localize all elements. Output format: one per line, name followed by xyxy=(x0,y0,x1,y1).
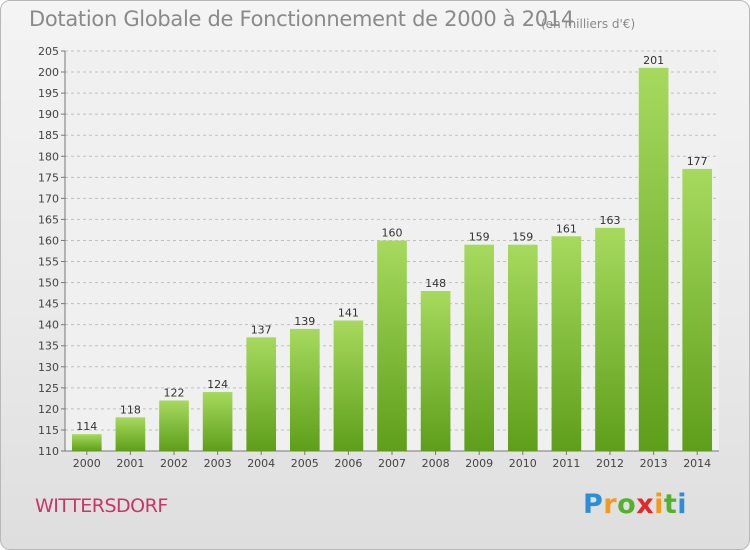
bar xyxy=(159,400,189,451)
proxiti-logo: Proxiti xyxy=(583,489,687,520)
bar-value-label: 161 xyxy=(556,222,577,235)
y-tick-label: 195 xyxy=(38,87,59,100)
chart-title: Dotation Globale de Fonctionnement de 20… xyxy=(29,7,574,31)
x-tick-label: 2011 xyxy=(552,457,580,470)
bar xyxy=(202,392,233,451)
x-tick-label: 2009 xyxy=(465,457,493,470)
y-tick-label: 200 xyxy=(38,66,59,79)
x-tick-label: 2004 xyxy=(247,457,275,470)
x-tick-label: 2002 xyxy=(160,457,188,470)
y-tick-label: 185 xyxy=(38,129,59,142)
x-tick-label: 2013 xyxy=(640,457,668,470)
bar-value-label: 139 xyxy=(294,315,315,328)
bar xyxy=(246,337,277,451)
y-tick-label: 180 xyxy=(38,150,59,163)
y-tick-label: 140 xyxy=(38,319,59,332)
bar-value-label: 114 xyxy=(76,420,97,433)
y-tick-label: 165 xyxy=(38,213,59,226)
bar xyxy=(464,244,495,451)
bar-value-label: 201 xyxy=(643,54,664,67)
commune-name: WITTERSDORF xyxy=(35,495,168,517)
x-tick-label: 2001 xyxy=(116,457,144,470)
y-tick-label: 135 xyxy=(38,340,59,353)
bar xyxy=(333,320,364,451)
bar-value-label: 159 xyxy=(469,231,490,244)
y-tick-label: 150 xyxy=(38,277,59,290)
logo-letter: r xyxy=(603,489,618,520)
logo-letter: x xyxy=(636,489,655,520)
y-tick-label: 120 xyxy=(38,403,59,416)
bar xyxy=(638,67,669,451)
y-tick-label: 155 xyxy=(38,256,59,269)
logo-letter: i xyxy=(677,489,688,520)
y-tick-label: 145 xyxy=(38,298,59,311)
bar-value-label: 177 xyxy=(687,155,708,168)
x-tick-label: 2007 xyxy=(378,457,406,470)
bar-value-label: 148 xyxy=(425,277,446,290)
x-tick-label: 2010 xyxy=(509,457,537,470)
x-tick-label: 2012 xyxy=(596,457,624,470)
bar xyxy=(551,236,582,451)
logo-letter: o xyxy=(617,489,637,520)
y-tick-label: 110 xyxy=(38,445,59,458)
x-tick-label: 2003 xyxy=(204,457,232,470)
bar xyxy=(289,328,320,451)
y-tick-label: 115 xyxy=(38,424,59,437)
bar xyxy=(682,168,713,452)
x-tick-label: 2005 xyxy=(291,457,319,470)
y-tick-label: 190 xyxy=(38,108,59,121)
bar xyxy=(595,227,625,451)
y-tick-label: 205 xyxy=(38,45,59,58)
y-tick-label: 170 xyxy=(38,192,59,205)
bar-value-label: 124 xyxy=(207,378,228,391)
x-tick-label: 2006 xyxy=(334,457,362,470)
bar-value-label: 122 xyxy=(164,386,185,399)
bar xyxy=(115,417,146,451)
logo-letter: P xyxy=(583,489,604,520)
bar-value-label: 141 xyxy=(338,306,359,319)
logo-letter: t xyxy=(663,489,678,520)
y-tick-label: 125 xyxy=(38,382,59,395)
bar-value-label: 159 xyxy=(512,231,533,244)
bar-value-label: 160 xyxy=(382,226,403,239)
bar xyxy=(377,240,407,451)
x-tick-label: 2008 xyxy=(422,457,450,470)
bar xyxy=(71,434,102,451)
bar-value-label: 118 xyxy=(120,403,141,416)
x-tick-label: 2000 xyxy=(73,457,101,470)
chart-unit: (en milliers d'€) xyxy=(541,17,636,31)
logo-letter: i xyxy=(654,489,664,520)
x-tick-label: 2014 xyxy=(683,457,711,470)
y-tick-label: 175 xyxy=(38,171,59,184)
y-tick-label: 160 xyxy=(38,234,59,247)
bar-value-label: 163 xyxy=(600,214,621,227)
y-tick-label: 130 xyxy=(38,361,59,374)
bar xyxy=(420,291,451,451)
bar xyxy=(507,244,538,451)
bar-value-label: 137 xyxy=(251,323,272,336)
